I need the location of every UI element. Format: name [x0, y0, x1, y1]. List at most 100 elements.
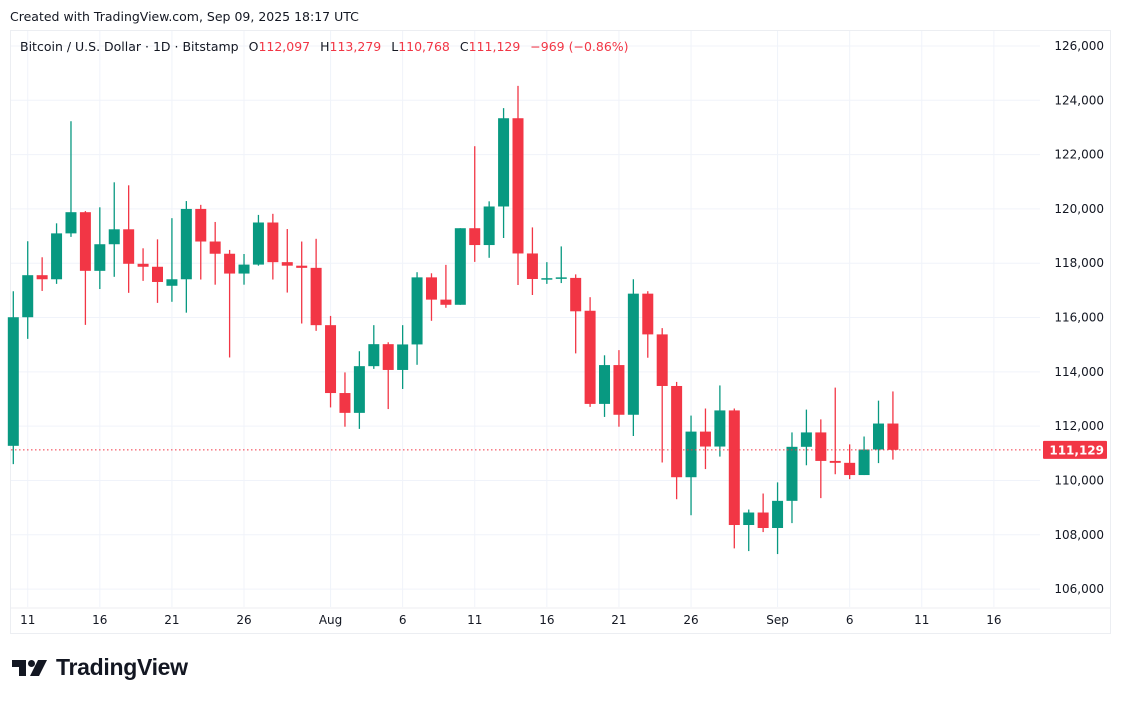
candle-body: [65, 212, 77, 234]
candle-body: [152, 266, 163, 282]
candle-body: [772, 500, 784, 529]
time-tick-label: Aug: [319, 613, 342, 627]
candle-body: [166, 279, 178, 286]
candle-body: [873, 423, 884, 450]
candle-up: [22, 241, 34, 339]
candle-up: [94, 207, 106, 290]
candle-body: [339, 393, 351, 413]
candle-down: [310, 238, 322, 331]
price-axis: 126,000 124,000 122,000 120,000 118,000 116,0…: [1043, 39, 1107, 596]
candles: [7, 85, 899, 555]
price-tick-label: 118,000: [1054, 256, 1104, 270]
candle-body: [123, 229, 135, 264]
candle-body: [267, 222, 279, 263]
candle-down: [339, 372, 351, 427]
candle-down: [613, 350, 625, 427]
candle-up: [772, 482, 784, 555]
time-tick-label: 6: [846, 613, 854, 627]
candle-body: [887, 423, 899, 450]
symbol-title: Bitcoin / U.S. Dollar · 1D · Bitstamp: [20, 39, 239, 54]
candle-body: [36, 275, 48, 280]
candle-body: [642, 293, 654, 335]
candle-body: [469, 228, 481, 246]
candle-body: [829, 460, 841, 463]
candle-body: [728, 410, 740, 526]
candle-body: [498, 118, 510, 207]
candle-down: [844, 444, 856, 480]
candle-body: [224, 253, 236, 274]
candle-body: [22, 275, 34, 318]
candle-body: [281, 262, 293, 266]
close-value: 111,129: [468, 39, 521, 54]
last-price-label: 111,129: [1049, 443, 1104, 457]
logo-text: TradingView: [56, 654, 188, 680]
time-tick-label: 21: [164, 613, 179, 627]
candle-up: [786, 432, 798, 524]
candle-body: [570, 277, 582, 312]
candle-down: [757, 493, 769, 533]
tradingview-logo-icon: [12, 659, 47, 676]
candle-body: [743, 512, 755, 526]
candle-down: [440, 264, 452, 308]
candle-body: [512, 118, 524, 254]
candlestick-chart[interactable]: 126,000 124,000 122,000 120,000 118,000 116,0…: [0, 0, 1123, 640]
candle-down: [642, 291, 654, 358]
candle-body: [844, 462, 856, 476]
candle-body: [454, 228, 466, 305]
time-tick-label: 6: [399, 613, 407, 627]
candle-down: [123, 185, 135, 293]
candle-body: [815, 432, 827, 461]
candle-body: [238, 264, 250, 274]
candle-body: [440, 299, 452, 305]
candle-body: [800, 432, 812, 447]
candle-up: [65, 121, 77, 237]
tradingview-logo[interactable]: TradingView: [12, 654, 188, 681]
candle-body: [599, 365, 611, 404]
candle-up: [800, 409, 812, 466]
candle-body: [656, 334, 668, 386]
candle-down: [267, 213, 279, 280]
candle-down: [671, 381, 683, 500]
candle-up: [743, 509, 755, 552]
low-value: 110,768: [398, 39, 450, 54]
time-tick-label: 11: [467, 613, 482, 627]
candle-up: [411, 272, 423, 365]
candle-body: [714, 410, 726, 447]
candle-body: [397, 344, 409, 370]
candle-down: [137, 248, 149, 281]
candle-up: [685, 415, 697, 516]
candle-up: [397, 325, 409, 389]
close-label: C: [459, 39, 469, 54]
candle-body: [325, 325, 337, 394]
candle-body: [368, 344, 380, 367]
price-tick-label: 108,000: [1054, 528, 1104, 542]
candle-down: [425, 273, 437, 321]
candle-down: [815, 419, 827, 499]
created-with-caption: Created with TradingView.com, Sep 09, 20…: [10, 9, 359, 24]
chart-legend: Bitcoin / U.S. Dollar · 1D · Bitstamp O1…: [20, 39, 629, 54]
time-tick-label: 16: [92, 613, 107, 627]
price-tick-label: 112,000: [1054, 419, 1104, 433]
last-price-badge: [1043, 440, 1107, 459]
candle-body: [757, 512, 769, 529]
candle-down: [887, 391, 899, 460]
candle-body: [411, 277, 423, 345]
candle-body: [425, 277, 437, 300]
candle-body: [252, 222, 264, 265]
low-label: L: [391, 39, 399, 54]
candle-down: [224, 249, 236, 358]
time-tick-label: 26: [683, 613, 698, 627]
candle-up: [180, 201, 192, 313]
candle-down: [195, 204, 207, 280]
candle-body: [296, 265, 308, 268]
candle-down: [656, 328, 668, 463]
candle-body: [526, 253, 538, 279]
candle-body: [137, 263, 149, 267]
candle-up: [252, 214, 264, 266]
price-tick-label: 122,000: [1054, 148, 1104, 162]
candle-down: [469, 146, 481, 262]
time-tick-label: Sep: [766, 613, 789, 627]
candle-down: [36, 257, 48, 291]
candle-down: [829, 387, 841, 475]
candle-body: [786, 446, 798, 501]
